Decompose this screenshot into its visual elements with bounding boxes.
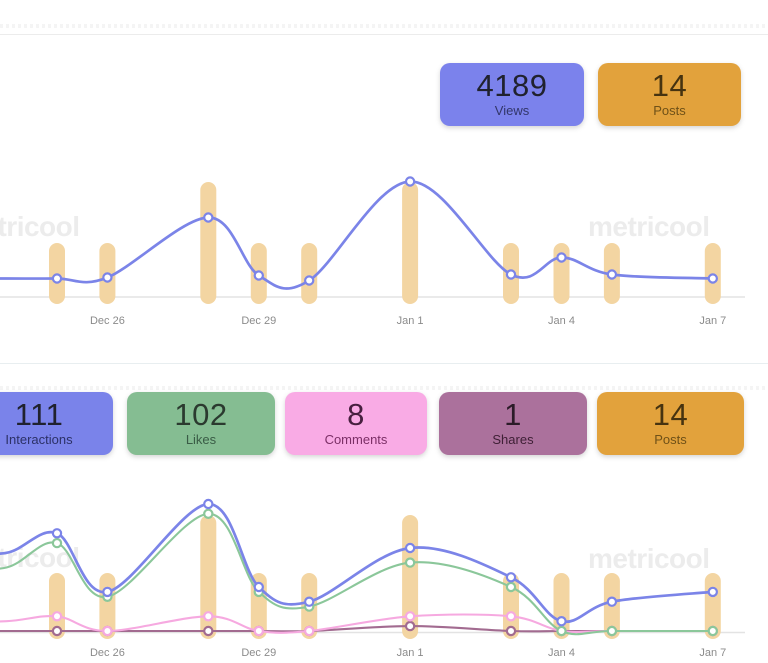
x-axis-label: Jan 4 <box>548 647 575 659</box>
views-label: Views <box>494 103 530 118</box>
likes-point[interactable] <box>203 508 214 519</box>
views-point[interactable] <box>606 269 618 280</box>
interactions-point[interactable] <box>556 616 567 627</box>
interactions-metric-badge[interactable]: 111 Interactions <box>0 392 113 455</box>
interactions-point[interactable] <box>203 498 214 510</box>
metricool-watermark: metricool <box>588 211 710 242</box>
shares-value: 1 <box>504 397 522 432</box>
shares-label: Shares <box>492 432 534 447</box>
posts-value: 14 <box>651 68 688 103</box>
x-axis-label: Jan 7 <box>699 647 726 659</box>
interactions-label: Interactions <box>5 432 73 447</box>
likes-point[interactable] <box>707 625 719 637</box>
likes-value: 102 <box>174 397 228 432</box>
likes-label: Likes <box>185 432 217 447</box>
dotted-separator <box>0 386 768 390</box>
views-point[interactable] <box>404 176 416 187</box>
comments-point[interactable] <box>102 625 113 637</box>
interactions-point[interactable] <box>304 596 315 607</box>
posts-label-bottom: Posts <box>654 432 687 447</box>
posts-bar[interactable] <box>49 573 65 639</box>
comments-metric-badge[interactable]: 8 Comments <box>285 392 427 455</box>
likes-point[interactable] <box>505 581 517 593</box>
dotted-separator <box>0 24 768 28</box>
x-axis-label: Jan 1 <box>397 647 424 659</box>
comments-point[interactable] <box>203 611 214 622</box>
shares-point[interactable] <box>404 620 416 632</box>
metricool-watermark: metricool <box>588 543 710 574</box>
comments-label: Comments <box>324 432 388 447</box>
comments-point[interactable] <box>253 625 264 637</box>
likes-point[interactable] <box>606 625 618 637</box>
interactions-value: 111 <box>14 397 64 432</box>
views-value: 4189 <box>476 68 548 103</box>
interactions-point[interactable] <box>606 596 618 607</box>
interactions-point[interactable] <box>253 581 264 593</box>
posts-metric-badge[interactable]: 14 Posts <box>598 63 741 126</box>
engagement-chart[interactable]: Dec 26 Dec 29 Jan 1 Jan 4 Jan 7 <box>0 475 768 663</box>
comments-value: 8 <box>347 397 365 432</box>
views-point[interactable] <box>304 275 315 286</box>
likes-point[interactable] <box>404 557 416 568</box>
comments-point[interactable] <box>505 611 517 622</box>
interactions-point[interactable] <box>51 528 63 539</box>
x-axis-label: Dec 26 <box>90 315 125 327</box>
views-point[interactable] <box>51 273 63 284</box>
posts-label: Posts <box>653 103 686 118</box>
posts-bar[interactable] <box>200 515 217 639</box>
shares-metric-badge[interactable]: 1 Shares <box>439 392 587 455</box>
views-point[interactable] <box>556 252 567 263</box>
interactions-point[interactable] <box>404 542 416 554</box>
posts-bar[interactable] <box>553 243 570 304</box>
posts-bar[interactable] <box>402 182 419 304</box>
x-axis-label: Jan 1 <box>397 315 424 327</box>
views-point[interactable] <box>505 269 517 280</box>
x-axis-label: Dec 26 <box>90 647 125 659</box>
x-axis-label: Jan 4 <box>548 315 575 327</box>
views-posts-chart[interactable]: Dec 26 Dec 29 Jan 1 Jan 4 Jan 7 <box>0 150 768 340</box>
comments-point[interactable] <box>304 625 315 637</box>
horizontal-rule <box>0 34 768 35</box>
views-point[interactable] <box>102 272 113 283</box>
views-point[interactable] <box>203 212 214 223</box>
posts-bar[interactable] <box>301 243 318 304</box>
x-axis-label: Jan 7 <box>699 315 726 327</box>
likes-point[interactable] <box>51 537 63 549</box>
posts-bar[interactable] <box>200 182 217 304</box>
posts-value-bottom: 14 <box>652 397 689 432</box>
posts-metric-badge-bottom[interactable]: 14 Posts <box>597 392 744 455</box>
shares-point[interactable] <box>203 625 214 637</box>
likes-metric-badge[interactable]: 102 Likes <box>127 392 275 455</box>
x-axis-label: Dec 29 <box>241 647 276 659</box>
interactions-point[interactable] <box>707 586 719 598</box>
views-metric-badge[interactable]: 4189 Views <box>440 63 584 126</box>
interactions-point[interactable] <box>505 572 517 583</box>
views-point[interactable] <box>253 270 264 281</box>
comments-point[interactable] <box>404 611 416 622</box>
x-axis-label: Dec 29 <box>241 315 276 327</box>
likes-point[interactable] <box>556 625 567 637</box>
section-divider <box>0 363 768 364</box>
shares-point[interactable] <box>51 625 63 637</box>
comments-point[interactable] <box>51 611 63 622</box>
views-point[interactable] <box>707 273 719 284</box>
metricool-watermark: metricool <box>0 211 80 242</box>
interactions-point[interactable] <box>102 586 113 598</box>
shares-point[interactable] <box>505 625 517 637</box>
